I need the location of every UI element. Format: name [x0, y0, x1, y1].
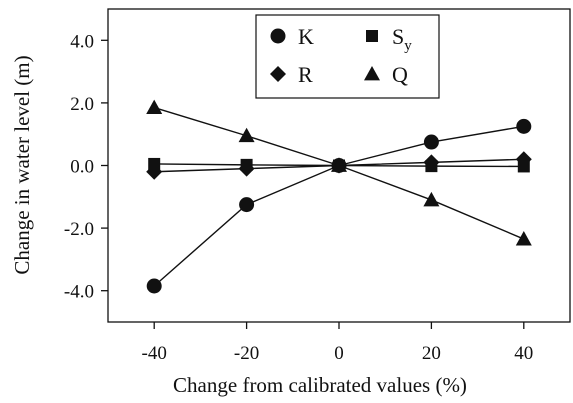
data-point-q-triangle [331, 157, 347, 172]
axis-ticks: -40 -20 0 20 40 4.0 2.0 0.0 -2.0 -4.0 [64, 31, 533, 364]
legend-box [255, 14, 440, 99]
legend-label-subscript: y [404, 38, 412, 54]
legend-marker-q-triangle [364, 66, 380, 81]
data-point-r-diamond [423, 154, 440, 171]
data-point-k-circle [516, 118, 532, 134]
legend-label-r: R [298, 62, 313, 87]
data-point-r-diamond [238, 160, 255, 177]
x-tick-label: -40 [142, 343, 167, 364]
data-point-r-diamond [146, 163, 163, 180]
legend-label-main: S [392, 24, 404, 49]
x-tick-label: 20 [422, 343, 441, 364]
legend-marker-k-circle [270, 28, 286, 44]
data-point-k-circle [423, 134, 439, 150]
legend-label-k: K [298, 24, 314, 49]
data-point-k-circle [146, 278, 162, 294]
series-line-k [153, 125, 524, 287]
data-point-q-triangle [423, 191, 440, 207]
data-point-q-triangle [146, 99, 163, 114]
y-tick-label: -2.0 [64, 219, 94, 240]
y-tick-label: 2.0 [70, 94, 94, 115]
data-point-k-circle [239, 197, 255, 213]
data-point-r-diamond [515, 151, 532, 168]
x-tick-label: 0 [334, 343, 344, 364]
legend-label-sy: Sy [392, 24, 412, 54]
y-tick-label: -4.0 [64, 282, 94, 303]
legend: K Sy R Q [255, 14, 440, 99]
x-tick-label: -20 [234, 343, 259, 364]
x-axis-title: Change from calibrated values (%) [173, 373, 467, 397]
legend-marker-r-diamond [270, 66, 286, 82]
data-point-q-triangle [238, 127, 255, 143]
y-tick-label: 4.0 [70, 31, 94, 52]
series-lines [153, 106, 525, 287]
y-tick-label: 0.0 [70, 157, 94, 178]
legend-label-q: Q [392, 62, 408, 87]
x-tick-label: 40 [514, 343, 533, 364]
series-markers [146, 99, 532, 294]
legend-marker-sy-square [366, 30, 378, 42]
y-axis-title: Change in water level (m) [10, 55, 34, 274]
data-point-q-triangle [515, 231, 532, 246]
